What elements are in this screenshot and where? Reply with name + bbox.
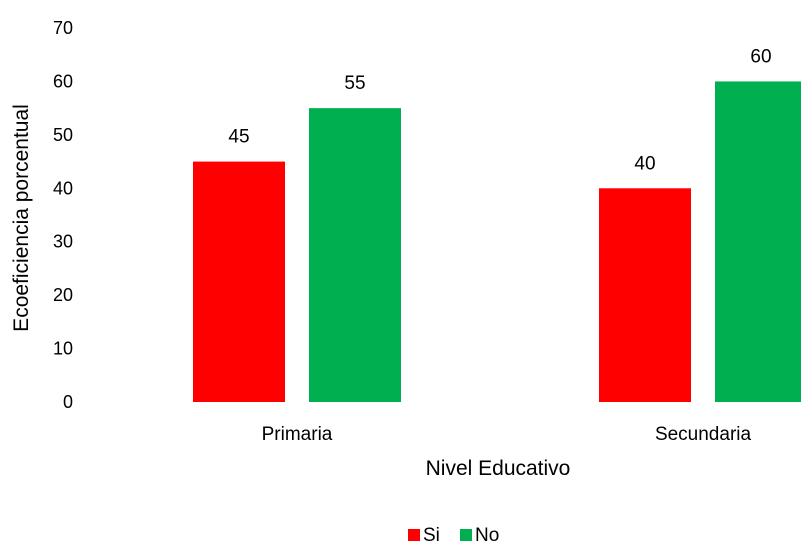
x-axis-ticks: Primaria Secundaria (262, 424, 752, 445)
legend-label-no: No (475, 525, 499, 546)
data-label: 60 (750, 46, 771, 67)
x-tick-label: Primaria (262, 424, 333, 445)
y-axis-title: Ecoeficiencia porcentual (10, 104, 33, 332)
legend-swatch-si (408, 529, 420, 541)
bars (193, 81, 801, 403)
y-tick-label: 60 (53, 71, 73, 91)
data-label: 40 (634, 153, 655, 174)
y-tick-label: 10 (53, 339, 73, 359)
bar-si-secundaria (599, 188, 691, 402)
y-tick-label: 20 (53, 285, 73, 305)
legend-label-si: Si (423, 525, 440, 546)
y-tick-label: 50 (53, 125, 73, 145)
bar-no-secundaria (715, 81, 801, 402)
x-tick-label: Secundaria (655, 424, 752, 445)
legend-swatch-no (460, 529, 472, 541)
bar-si-primaria (193, 161, 285, 402)
y-tick-label: 40 (53, 178, 73, 198)
y-axis-ticks: 0 10 20 30 40 50 60 70 (53, 18, 73, 412)
legend: Si No (408, 525, 499, 546)
y-tick-label: 30 (53, 232, 73, 252)
y-tick-label: 0 (63, 392, 73, 412)
data-label: 55 (344, 73, 365, 94)
x-axis-title: Nivel Educativo (426, 457, 571, 480)
data-label: 45 (228, 127, 249, 148)
bar-no-primaria (309, 108, 401, 403)
y-tick-label: 70 (53, 18, 73, 38)
data-labels: 45 55 40 60 (228, 46, 771, 174)
